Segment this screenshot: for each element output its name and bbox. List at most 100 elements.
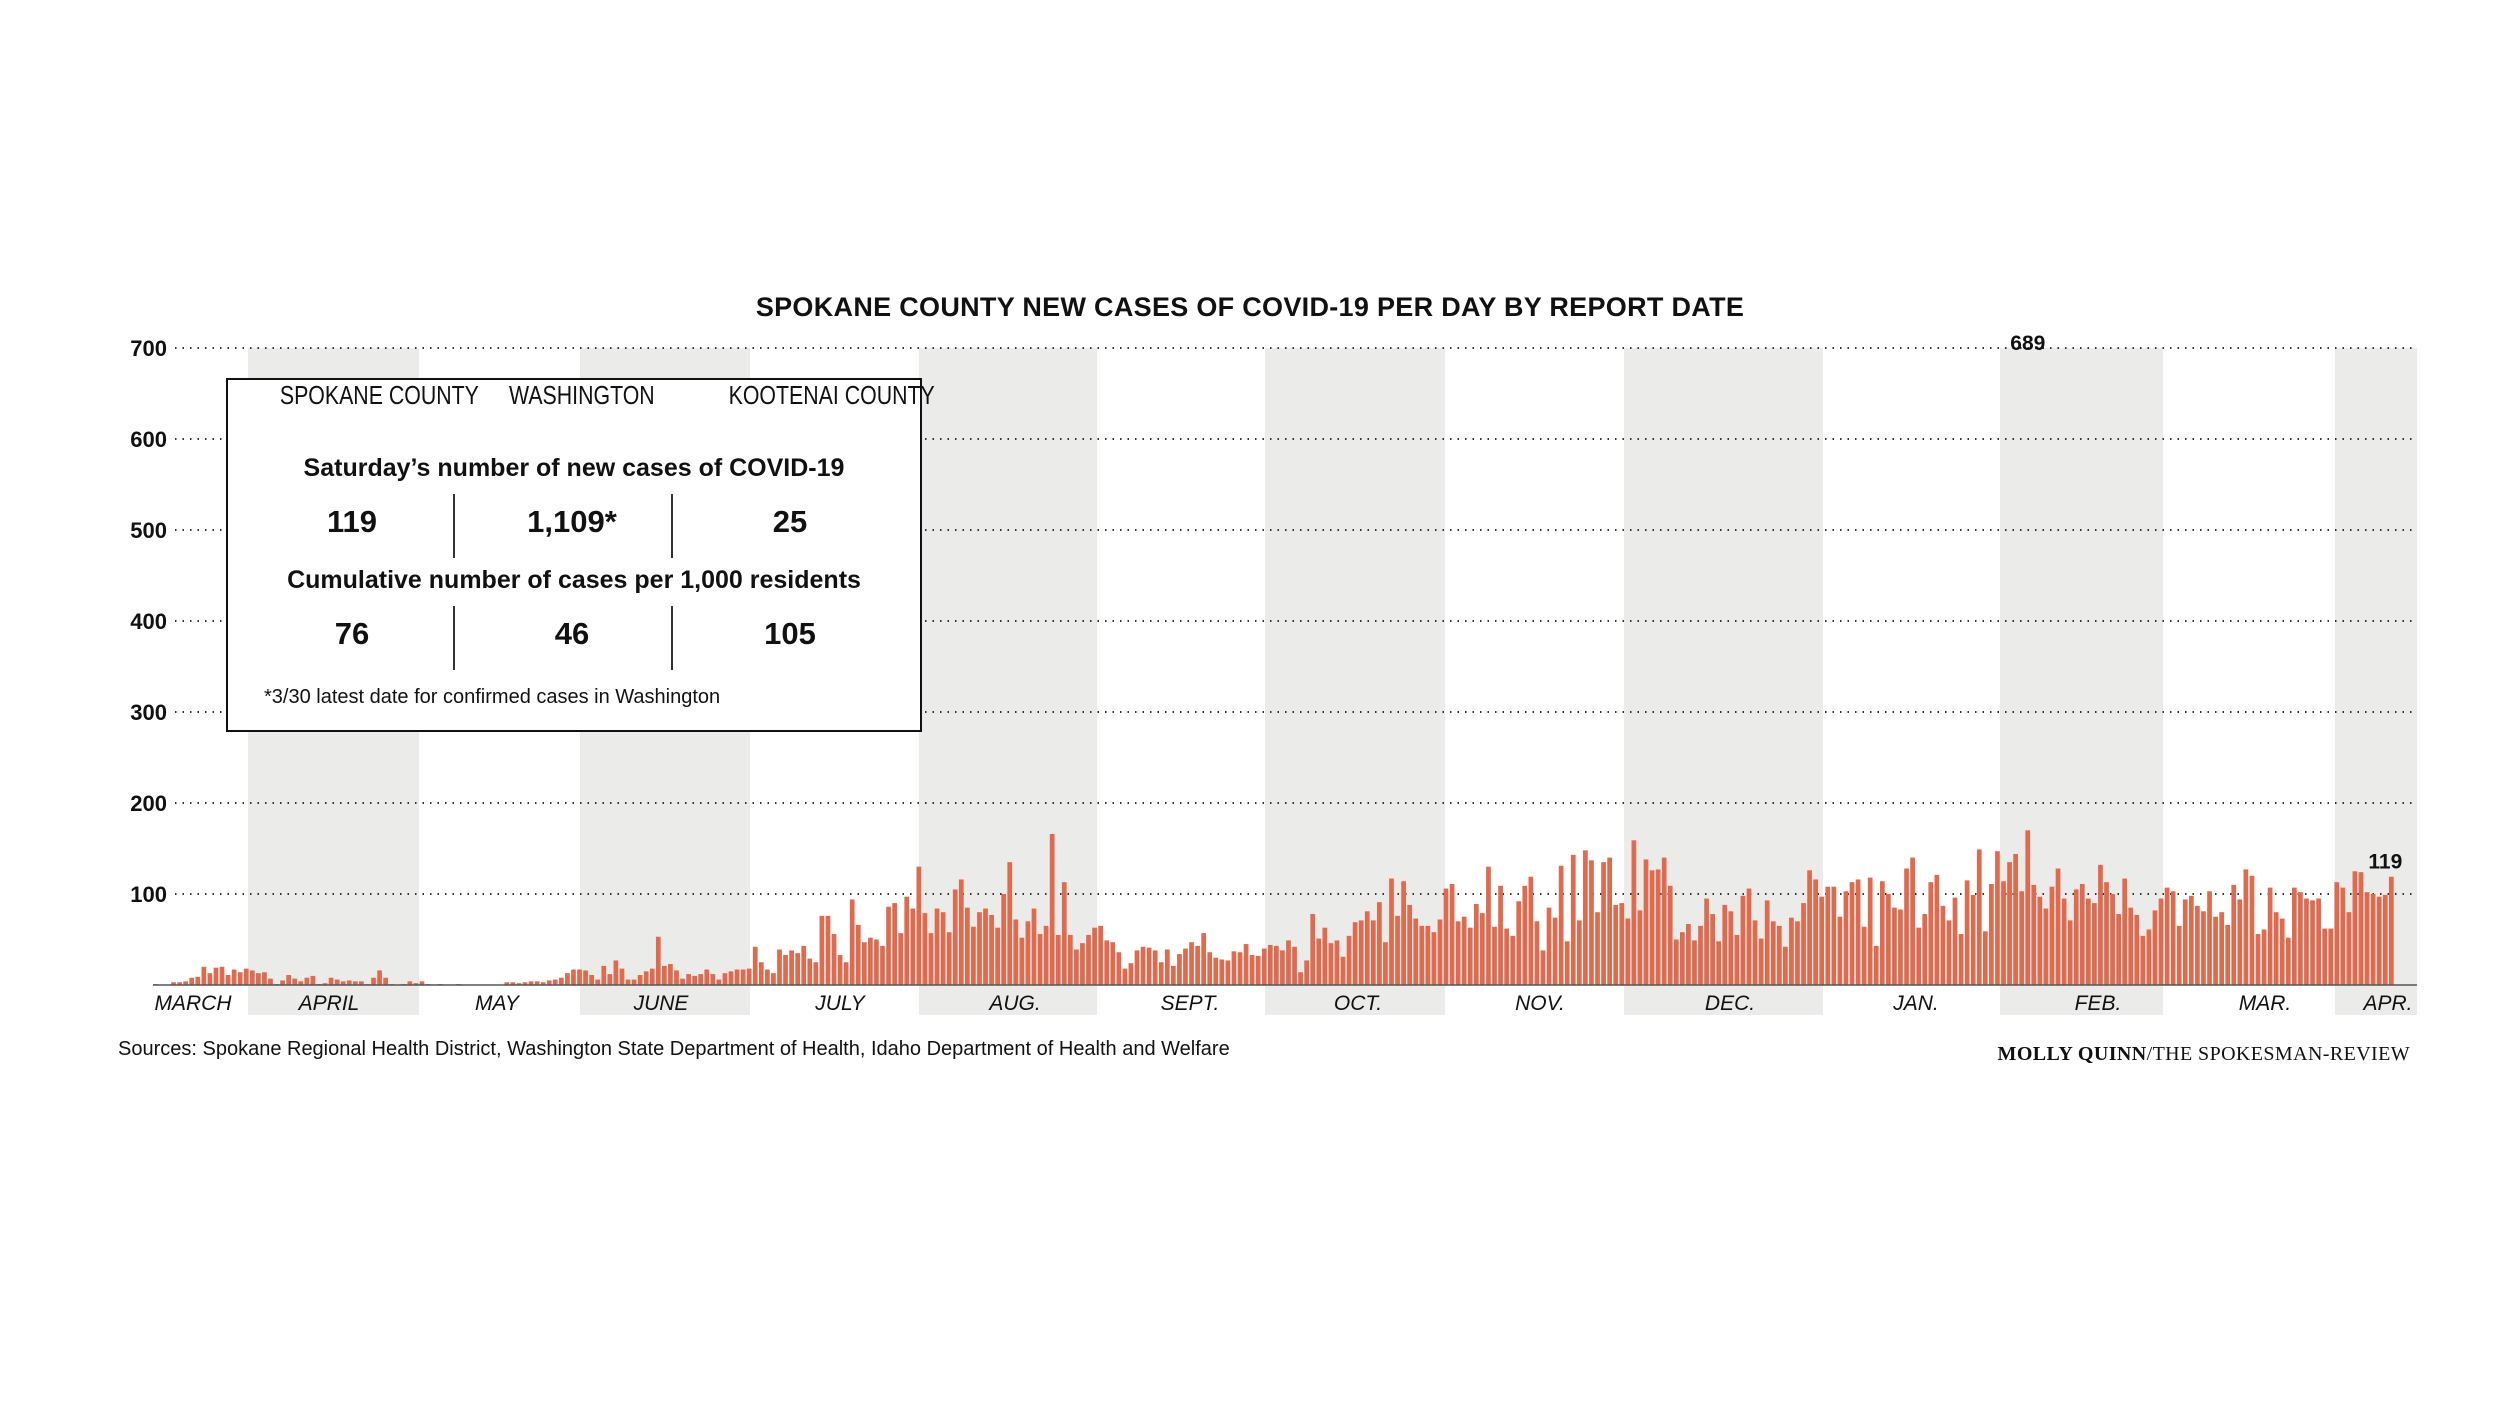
bar bbox=[516, 983, 522, 985]
bar bbox=[2310, 900, 2315, 985]
bar bbox=[201, 966, 207, 985]
y-tick-label: 600 bbox=[130, 427, 167, 452]
bar bbox=[722, 973, 728, 985]
bar bbox=[1831, 886, 1837, 985]
bar bbox=[613, 960, 619, 985]
x-tick-label: FEB. bbox=[2075, 992, 2122, 1015]
bar bbox=[1982, 931, 1988, 985]
bar bbox=[1437, 919, 1443, 985]
bar bbox=[1237, 952, 1243, 985]
bar bbox=[377, 970, 382, 985]
bar bbox=[746, 968, 752, 985]
bar bbox=[1976, 849, 1982, 985]
bar bbox=[704, 969, 710, 985]
bar bbox=[1086, 934, 1091, 985]
bar bbox=[1613, 904, 1619, 985]
credit-org: /THE SPOKESMAN-REVIEW bbox=[2146, 1043, 2410, 1065]
bar bbox=[1752, 920, 1758, 985]
bar bbox=[1679, 932, 1685, 985]
bar bbox=[2316, 898, 2321, 985]
bar bbox=[595, 979, 601, 985]
bar bbox=[1116, 952, 1122, 985]
bar bbox=[2207, 891, 2212, 985]
annotations: 689 119 bbox=[2010, 332, 2402, 874]
bar bbox=[262, 972, 267, 985]
bar bbox=[1813, 879, 1819, 985]
bar bbox=[1898, 909, 1903, 985]
bar bbox=[1782, 946, 1788, 985]
bar bbox=[2322, 928, 2328, 985]
bar bbox=[989, 914, 994, 985]
bar bbox=[2085, 898, 2091, 985]
bar bbox=[728, 971, 734, 985]
x-tick-label: JAN. bbox=[1892, 992, 1939, 1015]
bar bbox=[189, 977, 195, 985]
bar bbox=[1764, 900, 1770, 985]
bar bbox=[1298, 972, 1303, 985]
bar bbox=[1225, 960, 1231, 985]
bar bbox=[1007, 862, 1013, 985]
bar bbox=[1067, 934, 1073, 985]
bar bbox=[1261, 948, 1267, 985]
bar bbox=[1516, 901, 1522, 985]
bar bbox=[1861, 926, 1867, 985]
bar bbox=[1692, 940, 1697, 985]
bar bbox=[668, 964, 673, 985]
bar bbox=[340, 981, 346, 985]
bar bbox=[2146, 929, 2152, 985]
chart-title: SPOKANE COUNTY NEW CASES OF COVID-19 PER… bbox=[755, 292, 1745, 322]
bar bbox=[983, 908, 988, 985]
bar bbox=[771, 973, 776, 985]
bar bbox=[2182, 899, 2188, 985]
bar bbox=[1049, 833, 1055, 985]
bar bbox=[1734, 934, 1740, 985]
bar bbox=[1649, 870, 1655, 985]
bar bbox=[649, 968, 655, 985]
bar bbox=[346, 980, 352, 985]
bar bbox=[1989, 883, 1994, 985]
bar bbox=[352, 981, 358, 985]
bar bbox=[607, 974, 613, 985]
bar bbox=[1534, 921, 1540, 985]
bar bbox=[2261, 929, 2267, 985]
bar bbox=[328, 977, 334, 985]
bar bbox=[1274, 945, 1279, 985]
bar bbox=[1728, 911, 1734, 985]
bar bbox=[1170, 965, 1176, 985]
bar bbox=[1092, 927, 1097, 985]
bar bbox=[716, 979, 722, 985]
bar bbox=[1789, 917, 1794, 985]
bar bbox=[546, 980, 552, 985]
divider bbox=[671, 494, 673, 558]
x-tick-label: SEPT. bbox=[1161, 992, 1220, 1015]
bar bbox=[886, 906, 891, 985]
bar bbox=[964, 907, 970, 985]
bar bbox=[2116, 914, 2121, 985]
bar bbox=[958, 879, 964, 985]
x-ticks: MARCH APRIL MAY JUNE JULY AUG. SEPT. OCT. NOV. DE… bbox=[155, 992, 2413, 1015]
bar bbox=[1958, 934, 1964, 985]
bar bbox=[971, 926, 976, 985]
bar bbox=[849, 899, 855, 985]
bar bbox=[1255, 955, 1261, 985]
bar bbox=[952, 889, 958, 985]
bar bbox=[637, 974, 643, 985]
bar bbox=[589, 974, 595, 985]
bar bbox=[1704, 898, 1709, 985]
bar bbox=[940, 912, 946, 985]
row1-spokane: 119 bbox=[326, 504, 377, 539]
bar bbox=[1595, 912, 1600, 985]
row1-label: Saturday’s number of new cases of COVID-… bbox=[303, 454, 845, 482]
bar bbox=[1498, 885, 1503, 985]
bar bbox=[698, 974, 704, 985]
y-tick-label: 400 bbox=[130, 609, 167, 634]
bar bbox=[177, 982, 182, 985]
bar bbox=[910, 908, 916, 985]
x-tick-label: MAR. bbox=[2239, 992, 2292, 1015]
bar bbox=[1316, 938, 1322, 985]
bar bbox=[2067, 920, 2073, 985]
bar bbox=[2231, 884, 2237, 985]
bar bbox=[2128, 907, 2134, 985]
bar bbox=[1667, 885, 1673, 985]
bar bbox=[1389, 878, 1394, 985]
